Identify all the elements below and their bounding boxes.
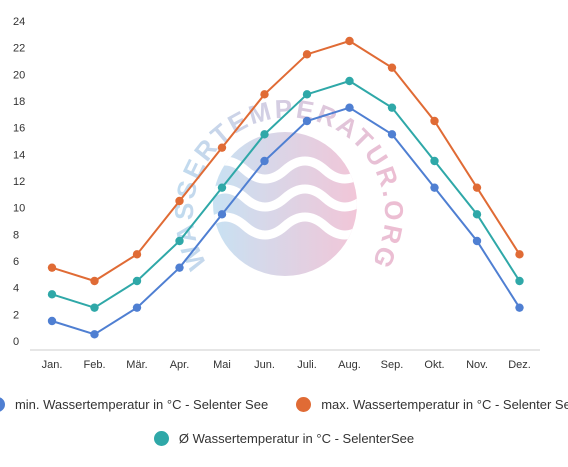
- data-point[interactable]: [260, 156, 269, 166]
- data-point[interactable]: [472, 236, 482, 246]
- series-2: [47, 76, 524, 312]
- data-point[interactable]: [302, 116, 312, 126]
- y-tick-label: 12: [13, 176, 25, 188]
- data-point[interactable]: [90, 330, 99, 339]
- y-tick-label: 18: [13, 96, 25, 108]
- watermark-logo: WASSERTEMPERATUR.ORG: [169, 93, 407, 276]
- data-point[interactable]: [90, 303, 99, 312]
- legend-row-2: Ø Wassertemperatur in °C - SelenterSee: [0, 431, 568, 446]
- data-point[interactable]: [132, 250, 142, 259]
- legend-marker: [0, 397, 5, 412]
- y-tick-label: 16: [13, 123, 25, 135]
- data-point[interactable]: [217, 210, 227, 219]
- data-point[interactable]: [387, 130, 397, 139]
- x-tick-label: Feb.: [83, 359, 105, 371]
- legend-row-1: min. Wassertemperatur in °C - Selenter S…: [0, 397, 568, 412]
- series-line: [51, 106, 521, 336]
- data-point[interactable]: [132, 276, 142, 286]
- data-point[interactable]: [345, 103, 354, 112]
- data-point[interactable]: [260, 90, 269, 99]
- legend-label: Ø Wassertemperatur in °C - SelenterSee: [178, 431, 415, 446]
- data-point[interactable]: [175, 236, 184, 246]
- legend-marker: [153, 431, 169, 446]
- data-point[interactable]: [302, 90, 312, 99]
- data-point[interactable]: [345, 76, 354, 86]
- data-point[interactable]: [260, 130, 269, 139]
- x-tick-label: Dez.: [508, 359, 531, 371]
- y-tick-label: 6: [13, 256, 19, 268]
- y-tick-label: 0: [13, 336, 19, 348]
- x-tick-label: Nov.: [466, 359, 488, 371]
- y-tick-label: 14: [13, 149, 25, 161]
- data-point[interactable]: [515, 250, 524, 259]
- x-tick-label: Jun.: [254, 359, 275, 371]
- series-line: [51, 39, 521, 283]
- legend-label: max. Wassertemperatur in °C - Selenter S…: [321, 397, 568, 412]
- data-point[interactable]: [430, 156, 439, 166]
- legend-marker: [296, 397, 312, 412]
- series-0: [47, 103, 524, 339]
- x-tick-label: Mai: [213, 359, 231, 371]
- series-line: [51, 79, 521, 309]
- data-point[interactable]: [47, 263, 57, 272]
- data-point[interactable]: [132, 303, 142, 312]
- y-tick-label: 10: [13, 203, 25, 215]
- data-point[interactable]: [90, 276, 99, 286]
- x-tick-label: Jan.: [42, 359, 63, 371]
- series-1: [47, 36, 524, 286]
- data-point[interactable]: [387, 63, 397, 72]
- data-point[interactable]: [515, 303, 524, 312]
- y-tick-label: 24: [13, 16, 25, 28]
- data-point[interactable]: [472, 183, 482, 192]
- legend-item[interactable]: min. Wassertemperatur in °C - Selenter S…: [0, 397, 268, 412]
- data-point[interactable]: [47, 290, 57, 299]
- data-point[interactable]: [387, 103, 397, 112]
- y-tick-label: 8: [13, 229, 19, 241]
- x-tick-label: Mär.: [126, 359, 147, 371]
- data-point[interactable]: [175, 263, 184, 272]
- data-point[interactable]: [472, 210, 482, 219]
- x-tick-label: Apr.: [170, 359, 190, 371]
- legend-item[interactable]: max. Wassertemperatur in °C - Selenter S…: [296, 397, 568, 412]
- data-point[interactable]: [345, 36, 354, 46]
- x-tick-label: Sep.: [381, 359, 404, 371]
- y-tick-label: 20: [13, 69, 25, 81]
- series-layer: [47, 36, 524, 339]
- data-point[interactable]: [302, 50, 312, 59]
- data-point[interactable]: [515, 276, 524, 286]
- y-tick-label: 2: [13, 309, 19, 321]
- x-tick-label: Okt.: [424, 359, 444, 371]
- line-chart: WASSERTEMPERATUR.ORG 0246810121416182022…: [13, 16, 540, 371]
- x-axis: Jan. Feb. Mär. Apr. Mai Jun. Juli. Aug. Sep. Okt.…: [42, 359, 531, 371]
- data-point[interactable]: [217, 183, 227, 192]
- data-point[interactable]: [47, 316, 57, 326]
- data-point[interactable]: [430, 116, 439, 126]
- data-point[interactable]: [430, 183, 439, 192]
- y-tick-label: 22: [13, 43, 25, 55]
- legend-item[interactable]: Ø Wassertemperatur in °C - SelenterSee: [153, 431, 415, 446]
- legend-label: min. Wassertemperatur in °C - Selenter S…: [14, 397, 269, 412]
- x-tick-label: Juli.: [297, 359, 317, 371]
- x-tick-label: Aug.: [338, 359, 361, 371]
- data-point[interactable]: [175, 196, 184, 206]
- y-tick-label: 4: [13, 283, 19, 295]
- data-point[interactable]: [217, 143, 227, 152]
